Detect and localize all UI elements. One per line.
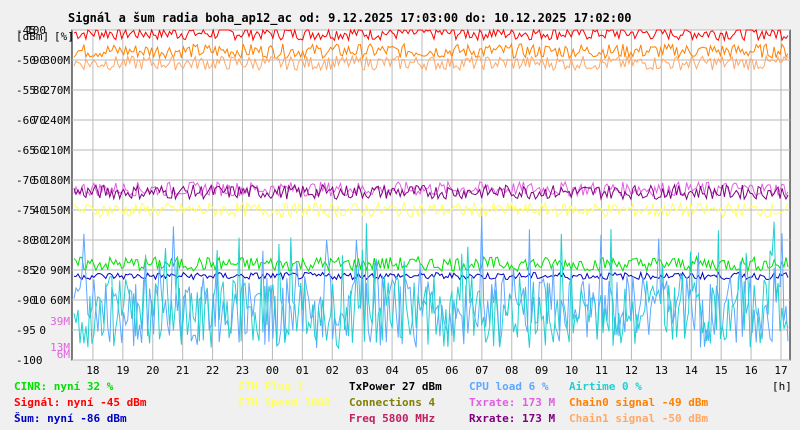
x-tick: 19 [116,364,129,377]
y-tick-dbm: -95 [16,324,36,337]
y-tick-rate-colored: 6M [57,348,71,361]
y-tick-pct: 30 [33,234,46,247]
x-tick: 23 [236,364,249,377]
legend-entry: ETH Speed 1000 [238,396,331,409]
series-4-line [73,180,789,198]
legend-entry: Txrate: 173 M [469,396,555,409]
y-tick-rate: 210M [44,144,71,157]
x-tick: 02 [326,364,339,377]
series-1-line [73,28,789,43]
x-tick: 09 [535,364,548,377]
y-tick-pct: 60 [33,144,46,157]
legend-entry: Signál: nyní -45 dBm [14,396,147,409]
y-tick-pct: 90 [33,54,46,67]
legend-entry: Freq 5800 MHz [349,412,435,425]
y-tick-dbm: -45 [16,24,36,37]
y-tick-rate: 300M [44,54,71,67]
x-tick: 04 [385,364,399,377]
y-tick-dbm: -65 [16,144,36,157]
y-tick-pct: 100 [26,24,46,37]
x-tick: 08 [505,364,518,377]
y-tick-rate: 180M [44,174,71,187]
series-6-line [73,200,789,219]
series-7-line [73,254,789,274]
series-5-line [73,183,789,201]
y-tick-dbm: -100 [16,354,43,367]
x-tick: 21 [176,364,189,377]
x-tick: 17 [774,364,787,377]
y-tick-rate: 120M [44,234,71,247]
y-tick-dbm: -90 [16,294,36,307]
y-tick-pct: 0 [39,324,46,337]
y-tick-dbm: -60 [16,114,36,127]
legend-entry: CINR: nyní 32 % [14,380,114,393]
x-tick: 15 [715,364,728,377]
y-tick-dbm: -70 [16,174,36,187]
x-tick: 13 [655,364,668,377]
series-2-line [73,42,789,60]
legend-entry: Šum: nyní -86 dBm [14,412,127,425]
y-tick-dbm: -80 [16,234,36,247]
legend-entry: Airtime 0 % [569,380,642,393]
series-group [73,28,789,350]
x-tick: 00 [266,364,279,377]
y-tick-pct: 40 [33,204,46,217]
x-tick: 14 [685,364,699,377]
x-tick: 11 [595,364,608,377]
x-tick: 16 [744,364,757,377]
y-tick-pct: 10 [33,294,46,307]
series-10-line [73,221,789,350]
unit-pct: [%] [54,30,74,43]
x-tick: 22 [206,364,219,377]
y-tick-dbm: -75 [16,204,36,217]
legend-entry: Connections 4 [349,396,435,409]
y-tick-rate: 240M [44,114,71,127]
y-tick-dbm: -85 [16,264,36,277]
x-tick: 05 [415,364,428,377]
series-9-line [73,216,789,349]
y-tick-dbm: -55 [16,84,36,97]
x-tick: 12 [625,364,638,377]
unit-hours: [h] [772,380,792,393]
legend-entry: TxPower 27 dBm [349,380,442,393]
x-tick: 03 [356,364,369,377]
unit-dbm: [dBm] [16,30,49,43]
legend-entry: Rxrate: 173 M [469,412,555,425]
axes-labels: -45-50-55-60-65-70-75-80-85-90-95-100100… [16,24,788,377]
y-tick-dbm: -50 [16,54,36,67]
y-tick-pct: 80 [33,84,46,97]
y-tick-rate-colored: 13M [50,341,70,354]
legend-entry: CPU load 6 % [469,380,549,393]
x-tick: 07 [475,364,488,377]
legend-entry: Chain1 signal -50 dBm [569,412,708,425]
y-tick-pct: 70 [33,114,46,127]
series-3-line [73,54,789,72]
legend: CINR: nyní 32 % Signál: nyní -45 dBm Šum: … [14,380,708,425]
y-tick-rate: 150M [44,204,71,217]
y-tick-pct: 50 [33,174,46,187]
chart-title: Signál a šum radia boha_ap12_ac od: 9.12… [68,11,632,26]
x-tick: 01 [296,364,309,377]
legend-entry: Chain0 signal -49 dBm [569,396,708,409]
x-tick: 10 [565,364,578,377]
legend-entry: ETH Plug 1 [238,380,305,393]
x-tick: 20 [146,364,159,377]
y-tick-rate: 60M [50,294,70,307]
y-tick-pct: 20 [33,264,46,277]
x-tick: 18 [86,364,99,377]
series-8-line [73,270,789,281]
x-tick: 06 [445,364,458,377]
y-tick-rate: 270M [44,84,71,97]
y-tick-rate-colored: 39M [50,315,70,328]
y-tick-rate: 90M [50,264,70,277]
